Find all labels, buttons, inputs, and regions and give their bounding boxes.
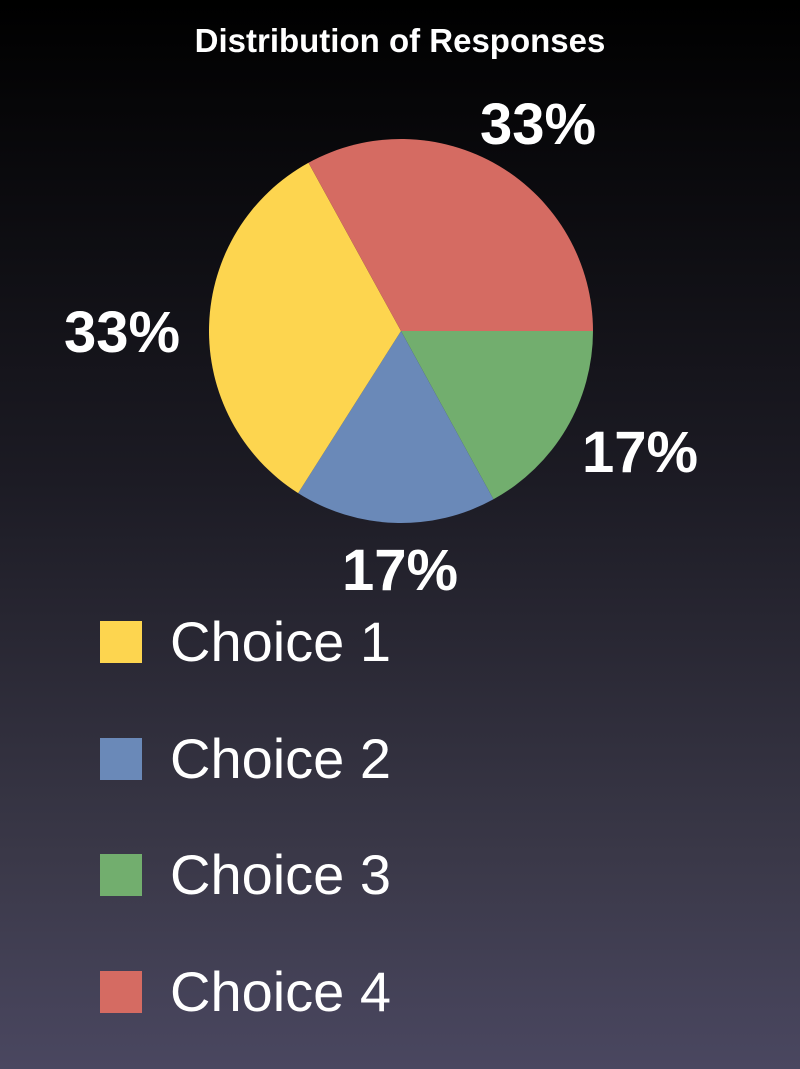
legend-swatch-choice-1 [100,621,142,663]
legend-swatch-choice-3 [100,854,142,896]
slice-label-choice-1: 33% [64,300,180,365]
slice-label-choice-4: 33% [480,92,596,157]
pie-slice-choice-4 [308,139,593,331]
pie-slice-choice-1 [208,162,401,494]
slice-label-choice-2: 17% [342,538,458,603]
pie-slice-choice-2 [298,331,494,523]
legend-swatch-choice-2 [100,738,142,780]
legend-item-choice-3: Choice 3 [100,838,700,918]
legend-swatch-choice-4 [100,971,142,1013]
pie-chart: 33% 17% 17% 33% [64,92,698,603]
legend-label-choice-2: Choice 2 [170,727,392,790]
pie-slice-choice-3 [401,331,593,500]
legend-label-choice-1: Choice 1 [170,610,392,673]
legend-label-choice-3: Choice 3 [170,843,392,906]
legend-label-choice-4: Choice 4 [170,960,392,1023]
slice-label-choice-3: 17% [582,420,698,485]
legend-item-choice-2: Choice 2 [100,722,700,802]
legend-item-choice-4: Choice 4 [100,955,700,1035]
chart-title: Distribution of Responses [194,22,606,59]
legend-item-choice-1: Choice 1 [100,605,700,685]
